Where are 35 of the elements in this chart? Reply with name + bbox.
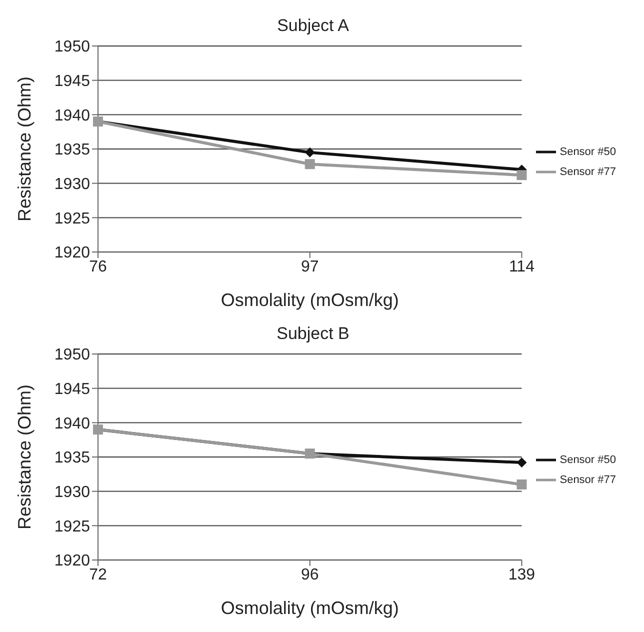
x-tick-label: 76	[89, 258, 107, 276]
x-axis-title: Osmolality (mOsm/kg)	[220, 290, 399, 310]
legend-label: Sensor #77	[560, 474, 616, 486]
chart-title: Subject B	[276, 324, 350, 344]
x-tick-label: 114	[508, 258, 535, 276]
y-tick-label: 1925	[54, 518, 90, 536]
y-tick-label: 1920	[54, 244, 90, 262]
y-tick-label: 1930	[54, 484, 90, 502]
point	[516, 170, 527, 180]
y-tick-label: 1950	[54, 38, 90, 56]
y-tick-label: 1940	[54, 107, 90, 124]
x-tick-label: 96	[300, 566, 319, 584]
y-tick-label: 1925	[54, 210, 90, 228]
y-tick-label: 1935	[54, 450, 90, 467]
y-tick-label: 1920	[54, 552, 90, 570]
y-tick-label: 1940	[54, 415, 90, 432]
point	[304, 147, 315, 158]
point	[304, 159, 315, 170]
y-tick-label: 1945	[54, 381, 90, 398]
y-axis-title: Resistance (Ohm)	[14, 76, 34, 222]
legend-label: Sensor #50	[560, 454, 616, 466]
legend-label: Sensor #50	[560, 146, 616, 158]
x-tick-label: 139	[508, 566, 536, 584]
y-tick-label: 1950	[54, 346, 90, 364]
y-tick-label: 1935	[54, 142, 90, 159]
legend-label: Sensor #77	[560, 166, 616, 178]
y-tick-label: 1930	[54, 176, 90, 194]
point	[516, 457, 527, 468]
x-tick-label: 72	[89, 566, 107, 584]
y-axis-title: Resistance (Ohm)	[14, 384, 34, 530]
x-tick-label: 97	[300, 258, 319, 276]
chart-title: Subject A	[276, 16, 350, 36]
x-axis-title: Osmolality (mOsm/kg)	[220, 598, 399, 618]
point	[516, 479, 527, 490]
y-tick-label: 1945	[54, 73, 90, 90]
